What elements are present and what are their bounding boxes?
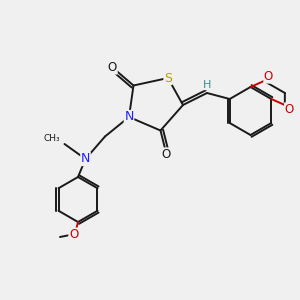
Text: H: H (203, 80, 211, 90)
Text: O: O (162, 148, 171, 161)
Text: CH₃: CH₃ (44, 134, 60, 143)
Text: S: S (164, 71, 172, 85)
Text: N: N (124, 110, 134, 124)
Text: O: O (69, 228, 78, 241)
Text: O: O (264, 70, 273, 83)
Text: N: N (81, 152, 90, 166)
Text: O: O (108, 61, 117, 74)
Text: O: O (285, 103, 294, 116)
